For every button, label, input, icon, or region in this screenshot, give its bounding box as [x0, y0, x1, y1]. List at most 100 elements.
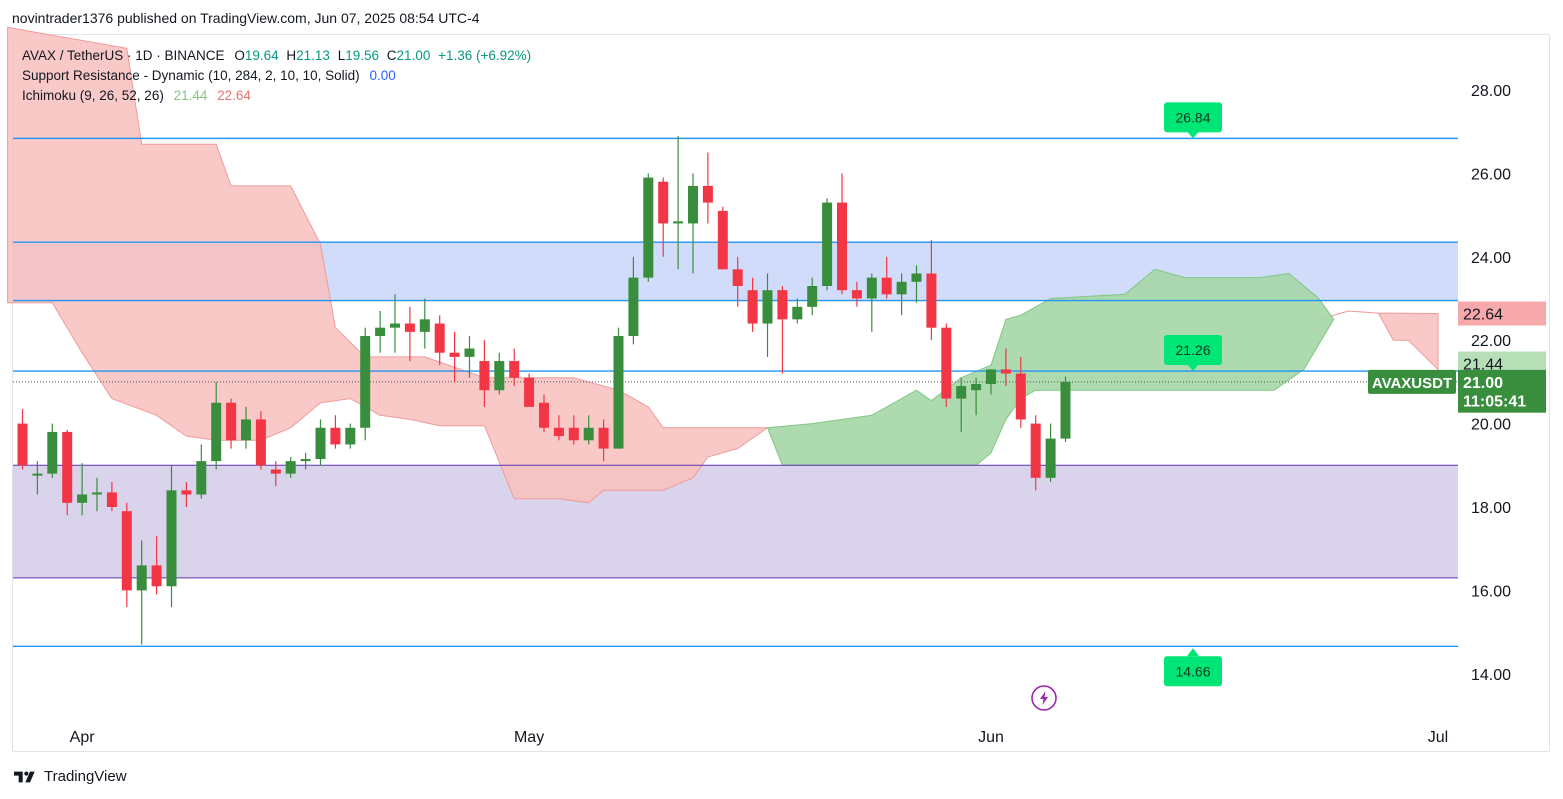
flash-icon[interactable]	[1031, 685, 1057, 711]
candle-body	[643, 177, 654, 278]
candle[interactable]	[866, 273, 877, 332]
candle[interactable]	[92, 477, 102, 512]
candle[interactable]	[315, 419, 326, 466]
candle[interactable]	[956, 377, 967, 432]
candle[interactable]	[434, 315, 445, 366]
tradingview-footer[interactable]: TradingView	[14, 768, 127, 785]
candle[interactable]	[270, 461, 281, 487]
candle[interactable]	[837, 173, 847, 295]
candle[interactable]	[404, 306, 415, 362]
indicator-name[interactable]: Support Resistance - Dynamic (10, 284, 2…	[22, 68, 360, 83]
axis-price-label[interactable]: 22.64	[1458, 301, 1546, 326]
legend-symbol-row[interactable]: AVAX / TetherUS · 1D · BINANCE O19.64 H2…	[22, 46, 531, 66]
candle[interactable]	[1060, 376, 1071, 442]
candle[interactable]	[539, 394, 549, 432]
candle[interactable]	[136, 540, 147, 645]
candle[interactable]	[419, 298, 430, 349]
legend-indicator-ichimoku[interactable]: Ichimoku (9, 26, 52, 26) 21.44 22.64	[22, 86, 531, 106]
candle[interactable]	[1030, 415, 1041, 491]
candle[interactable]	[583, 415, 594, 445]
candle[interactable]	[151, 536, 162, 595]
indicator-name[interactable]: Ichimoku (9, 26, 52, 26)	[22, 88, 164, 103]
candle[interactable]	[211, 381, 222, 470]
candle[interactable]	[1015, 356, 1026, 428]
candle[interactable]	[241, 406, 251, 449]
callout-label: 26.84	[1175, 109, 1210, 125]
candle[interactable]	[1000, 348, 1011, 387]
x-axis: Apr May Jun Jul	[70, 729, 1449, 746]
x-tick-label: Jun	[978, 729, 1004, 746]
candle[interactable]	[941, 323, 952, 407]
candle[interactable]	[747, 277, 758, 332]
candle-body	[404, 323, 415, 332]
candle[interactable]	[226, 398, 237, 449]
candle[interactable]	[643, 173, 654, 282]
candle[interactable]	[568, 415, 579, 445]
candle[interactable]	[479, 340, 490, 407]
candle[interactable]	[181, 481, 192, 507]
legend-indicator-support-resistance[interactable]: Support Resistance - Dynamic (10, 284, 2…	[22, 66, 531, 86]
candle[interactable]	[390, 294, 400, 353]
candle[interactable]	[300, 452, 311, 470]
price-target-callout[interactable]: 14.66	[1164, 648, 1222, 687]
axis-price-label[interactable]: AVAXUSDT	[1368, 369, 1456, 394]
candle-body	[911, 273, 922, 282]
candle[interactable]	[971, 377, 982, 416]
candle-body	[47, 431, 58, 474]
price-target-callout[interactable]: 21.26	[1164, 335, 1222, 372]
candle[interactable]	[613, 327, 624, 449]
candle[interactable]	[881, 256, 892, 299]
candle[interactable]	[911, 265, 922, 303]
candle[interactable]	[658, 177, 669, 257]
candle[interactable]	[62, 429, 73, 516]
chart-frame[interactable]	[12, 34, 1550, 752]
candle-body	[956, 386, 967, 399]
candle[interactable]	[822, 198, 833, 291]
candle[interactable]	[375, 311, 386, 353]
candle[interactable]	[449, 331, 460, 382]
axis-price-label[interactable]: 11:05:41	[1458, 388, 1546, 413]
candle[interactable]	[509, 348, 520, 387]
candle[interactable]	[166, 465, 177, 608]
candle[interactable]	[47, 423, 58, 478]
candle[interactable]	[553, 415, 564, 441]
candle-body	[792, 306, 803, 320]
candle[interactable]	[464, 336, 475, 378]
candle[interactable]	[524, 373, 535, 407]
candle[interactable]	[732, 256, 743, 307]
candle[interactable]	[360, 327, 371, 441]
candle[interactable]	[494, 352, 505, 395]
candle[interactable]	[17, 409, 28, 470]
candle[interactable]	[807, 277, 818, 316]
candle[interactable]	[77, 463, 88, 516]
candle[interactable]	[196, 444, 207, 499]
candle[interactable]	[986, 369, 996, 395]
candle[interactable]	[777, 285, 788, 374]
candle[interactable]	[792, 298, 803, 324]
candle[interactable]	[285, 456, 296, 478]
candle[interactable]	[32, 461, 43, 495]
candle-body	[822, 202, 833, 286]
candle[interactable]	[762, 273, 773, 357]
candle[interactable]	[926, 240, 937, 341]
candle[interactable]	[121, 502, 132, 608]
candle[interactable]	[702, 152, 713, 224]
candle[interactable]	[345, 423, 356, 449]
candle[interactable]	[106, 481, 117, 512]
symbol-name[interactable]: AVAX / TetherUS · 1D · BINANCE	[22, 48, 225, 63]
candle[interactable]	[628, 256, 639, 345]
price-target-callout[interactable]: 26.84	[1164, 102, 1222, 139]
candle[interactable]	[598, 419, 609, 462]
candle-body	[628, 277, 639, 337]
candle[interactable]	[330, 415, 341, 449]
candle-body	[941, 327, 952, 399]
candle[interactable]	[255, 411, 266, 470]
candle[interactable]	[673, 135, 684, 270]
candle[interactable]	[896, 273, 907, 316]
candle[interactable]	[1045, 423, 1056, 482]
candle[interactable]	[717, 206, 728, 270]
candle[interactable]	[851, 281, 862, 307]
callout-pointer	[1187, 648, 1199, 657]
candle[interactable]	[688, 173, 698, 274]
